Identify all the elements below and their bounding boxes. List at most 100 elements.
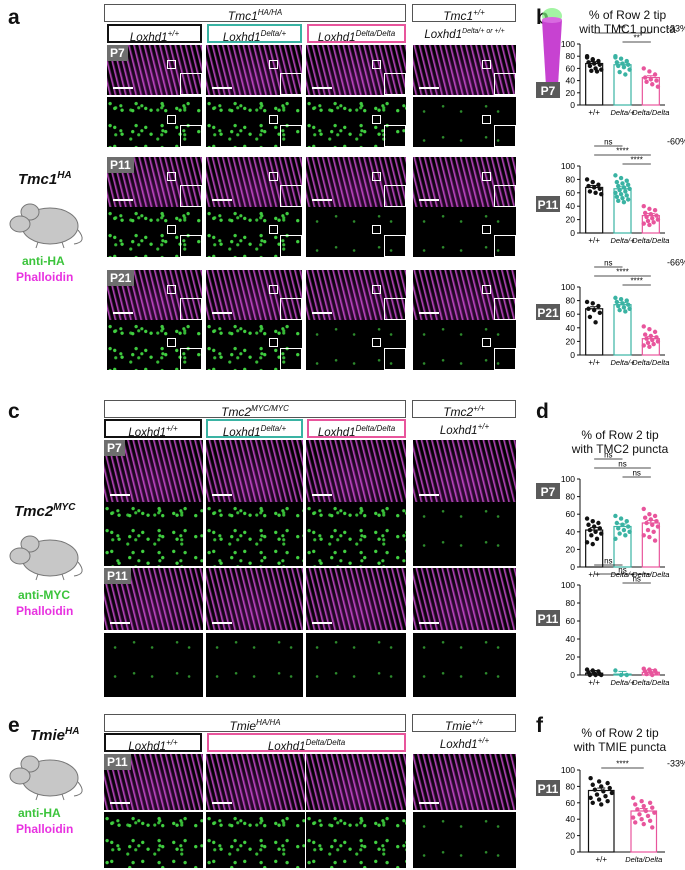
data-point bbox=[652, 513, 658, 519]
x-tick-label: Delta/Delta bbox=[632, 570, 669, 579]
y-tick-label: 80 bbox=[566, 174, 576, 184]
x-tick-label: Delta/Delta bbox=[632, 108, 669, 117]
data-point bbox=[623, 533, 628, 538]
data-point bbox=[641, 821, 646, 827]
data-point bbox=[594, 792, 600, 797]
data-point bbox=[621, 199, 627, 205]
stat-label: ns bbox=[632, 575, 640, 584]
y-tick-label: 100 bbox=[561, 39, 575, 49]
data-point bbox=[648, 333, 654, 339]
age-label: P11 bbox=[104, 568, 131, 584]
data-point bbox=[655, 84, 661, 89]
data-point bbox=[645, 340, 651, 345]
data-point bbox=[644, 79, 649, 85]
roi-box bbox=[269, 60, 278, 69]
data-point bbox=[605, 780, 610, 786]
age-badge bbox=[536, 82, 560, 98]
y-tick-label: 0 bbox=[570, 228, 575, 238]
stat-label: **** bbox=[630, 277, 642, 286]
y-tick-label: 20 bbox=[566, 652, 576, 662]
data-point bbox=[618, 297, 624, 302]
data-point bbox=[642, 332, 648, 337]
y-tick-label: 0 bbox=[570, 100, 575, 110]
scale-bar bbox=[212, 802, 232, 804]
data-point bbox=[616, 303, 621, 309]
chart-b-P7: 0 20 40 60 80 100 +/+ Delta/+Delta/Delta ** ** -33… bbox=[536, 24, 685, 117]
roi-box bbox=[269, 285, 278, 294]
scale-bar bbox=[312, 87, 332, 89]
data-point bbox=[650, 522, 655, 527]
data-point bbox=[616, 198, 621, 204]
phalloidin-image bbox=[306, 157, 406, 207]
phalloidin-image bbox=[206, 270, 302, 320]
data-point bbox=[652, 329, 658, 335]
phalloidin-image bbox=[306, 754, 406, 810]
roi-box bbox=[167, 60, 176, 69]
data-point bbox=[654, 213, 659, 218]
zoom-inset bbox=[280, 298, 302, 320]
y-tick-label: 40 bbox=[566, 814, 576, 824]
data-point bbox=[641, 533, 646, 538]
data-point bbox=[616, 63, 621, 69]
panel-label-e: e bbox=[8, 714, 20, 737]
data-point bbox=[650, 337, 655, 343]
data-point bbox=[599, 191, 604, 197]
y-tick-label: 0 bbox=[570, 350, 575, 360]
stain-magenta-label: Phalloidin bbox=[16, 604, 74, 618]
data-point bbox=[642, 210, 648, 216]
phalloidin-image bbox=[306, 568, 406, 630]
stat-label: ns bbox=[604, 138, 612, 147]
stain-magenta-label: Phalloidin bbox=[16, 822, 74, 836]
scale-bar bbox=[110, 494, 130, 496]
y-tick-label: 40 bbox=[566, 634, 576, 644]
data-point bbox=[596, 797, 602, 802]
data-point bbox=[586, 60, 591, 65]
antibody-image bbox=[206, 320, 302, 370]
data-point bbox=[614, 60, 620, 65]
data-point bbox=[617, 187, 622, 193]
data-point bbox=[584, 54, 590, 59]
age-badge bbox=[536, 304, 560, 320]
stat-label: ** bbox=[634, 34, 640, 43]
scale-bar bbox=[212, 312, 232, 314]
zoom-inset bbox=[180, 125, 202, 147]
header-tmc1-wt: Tmc1+/+ bbox=[412, 4, 516, 23]
panel-label-a: a bbox=[8, 6, 20, 29]
age-badge bbox=[536, 483, 560, 499]
data-point bbox=[584, 177, 590, 182]
roi-box bbox=[372, 60, 381, 69]
stat-label: **** bbox=[630, 156, 642, 165]
y-tick-label: 100 bbox=[561, 580, 575, 590]
data-point bbox=[639, 798, 644, 804]
stain-green-label: anti-HA bbox=[18, 806, 61, 820]
zoom-inset bbox=[494, 125, 516, 147]
data-point bbox=[618, 175, 624, 181]
data-point bbox=[597, 62, 603, 67]
data-point bbox=[591, 61, 597, 66]
data-point bbox=[621, 527, 627, 533]
roi-box bbox=[269, 225, 278, 234]
data-point bbox=[590, 800, 595, 805]
antibody-image bbox=[104, 812, 203, 868]
data-point bbox=[623, 189, 628, 194]
scale-bar bbox=[419, 802, 439, 804]
data-point bbox=[591, 307, 597, 313]
data-point bbox=[586, 522, 591, 527]
scale-bar bbox=[212, 199, 232, 201]
data-point bbox=[596, 520, 601, 526]
data-point bbox=[589, 533, 594, 538]
data-point bbox=[587, 189, 593, 194]
x-tick-label: +/+ bbox=[588, 570, 600, 579]
graph-title-d: % of Row 2 tip with TMC2 puncta bbox=[571, 428, 669, 456]
data-point bbox=[593, 529, 598, 534]
y-tick-label: 100 bbox=[561, 474, 575, 484]
scale-bar bbox=[419, 87, 439, 89]
zoom-inset bbox=[384, 125, 406, 147]
age-badge bbox=[536, 780, 560, 796]
data-point bbox=[621, 305, 627, 310]
data-point bbox=[630, 795, 636, 801]
phalloidin-image bbox=[206, 568, 303, 630]
data-point bbox=[624, 178, 629, 183]
stat-label: ns bbox=[632, 469, 640, 478]
data-point bbox=[647, 206, 652, 212]
